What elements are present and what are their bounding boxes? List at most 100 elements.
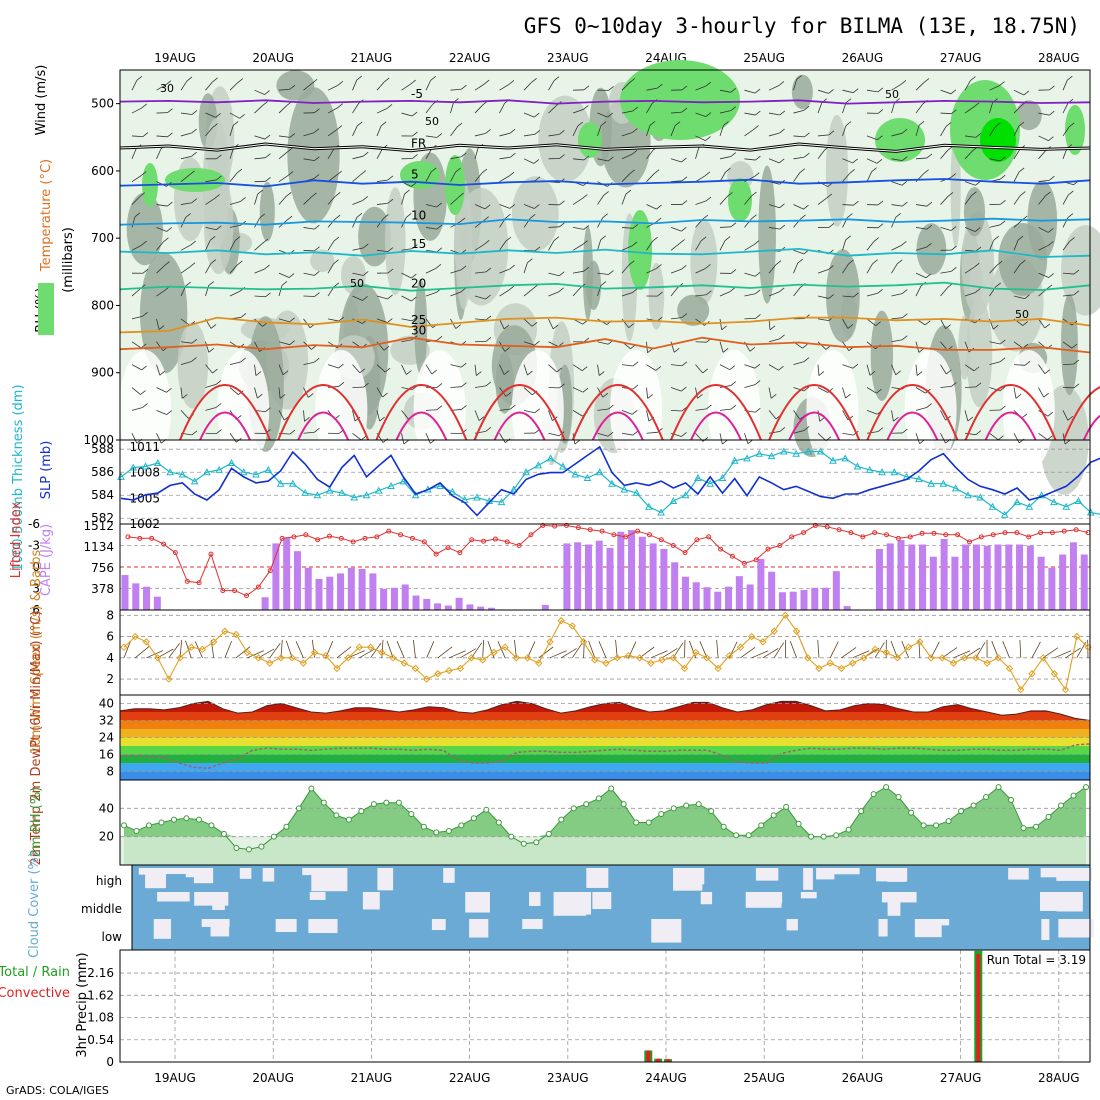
wind-barb-flag [314,427,320,433]
temp-band [120,737,1090,746]
wind-barb-flag [625,189,632,195]
cape-bar [283,537,291,610]
precip-conv-bar [646,1050,651,1062]
rh-shade [825,114,849,227]
wind-barb-flag [314,108,320,114]
wind-barb [156,289,166,297]
wind-barb [915,286,922,297]
wind-barb-flag [384,367,391,373]
wind10-barb [1076,642,1087,659]
wind-barb [548,432,560,437]
wind-barb [499,433,506,443]
thickness-point [190,477,199,485]
rh-dry-lobe [217,350,270,470]
rh-shade [870,310,894,401]
wind-barb [548,364,558,373]
cloud-gap [676,868,700,879]
lifted-index-point [445,545,451,551]
wind-barb-flag [485,427,492,432]
wind-barb [1038,112,1050,116]
wind-barb [474,204,486,210]
wind-barb [695,268,706,274]
wind-barb [670,341,675,353]
date-label-bottom: 21AUG [351,1071,393,1085]
cape-bar [595,540,603,610]
wind-barb [254,217,261,228]
wind-barb-flag [485,267,492,273]
wind10-point [523,654,532,662]
lifted-index-point [481,538,487,544]
wind10-barb [348,650,365,659]
wind10-barb [224,640,233,658]
wind-barb-flag [647,394,653,399]
wind-barb [131,364,142,371]
rh-contour-label: 50 [885,88,899,101]
thickness-point [1086,508,1095,516]
rh-shade [495,352,514,414]
rh-dry-lobe [904,350,957,470]
wind10-barb [628,641,637,658]
lifted-index-point [789,534,795,540]
thickness-point [276,479,285,487]
wind-barb [474,148,479,159]
rh2m-point [258,843,265,850]
cape-bar [681,576,689,610]
date-label-top: 21AUG [351,51,393,65]
cloud-gap [212,892,225,911]
y-tick-label: 900 [91,366,114,380]
wind-barb [744,272,756,277]
wind-barb-flag [265,292,271,298]
wind-barb [376,148,383,159]
wind-barb-flag [681,226,687,232]
wind-barb [842,239,847,251]
wind-barb [719,156,731,160]
wind-barb-flag [970,76,976,81]
wind10-point [322,651,330,660]
wind-barb-flag [455,167,461,173]
rh2m-point [195,816,202,823]
wind-barb [915,246,927,251]
isotherm-FR-inner [119,143,1091,152]
rh-shade [758,165,776,304]
wind10-point [781,611,790,620]
wind10-point [209,638,218,646]
wind-barb [401,83,411,91]
wind-barb-flag [631,241,638,247]
wind-barb [915,103,923,114]
wind10-barb [527,641,536,658]
wind-barb-flag [729,287,736,292]
wind-barb-flag [926,201,933,207]
wind-barb-flag [382,392,388,398]
wind-barb [401,272,412,279]
wind-barb [474,104,483,114]
rh2m-point [920,822,927,829]
wind-barb-flag [410,79,416,85]
isotherm-label: 25 [411,313,426,327]
wind-barb-flag [778,365,784,371]
wind-barb [842,173,851,182]
lifted-index-point [1061,528,1067,534]
wind10-barb [396,641,405,658]
wind-barb-flag [212,368,218,374]
wind-barb [499,204,510,209]
wind-tick: 8 [106,608,114,622]
wind-barb-flag [158,325,165,330]
wind-barb-flag [166,410,172,415]
wind-barb [768,338,780,343]
rh2m-point [145,822,152,829]
wind10-barb [1019,639,1022,658]
wind-barb [817,149,825,160]
wind-barb-flag [191,198,198,204]
wind-barb-flag [1015,394,1022,399]
lifted-index-point [184,578,190,584]
rh2m-tick: 20 [99,830,114,844]
wind-barb [891,181,903,186]
wind-barb-flag [210,259,217,264]
cloud-gap [308,919,338,934]
rh-dry-lobe [315,350,368,470]
wind-barb-flag [727,192,733,197]
wind-barb-flag [629,78,636,83]
wind10-barb [942,647,958,659]
wind-barb-flag [485,337,492,342]
wind-barb-flag [800,214,806,220]
